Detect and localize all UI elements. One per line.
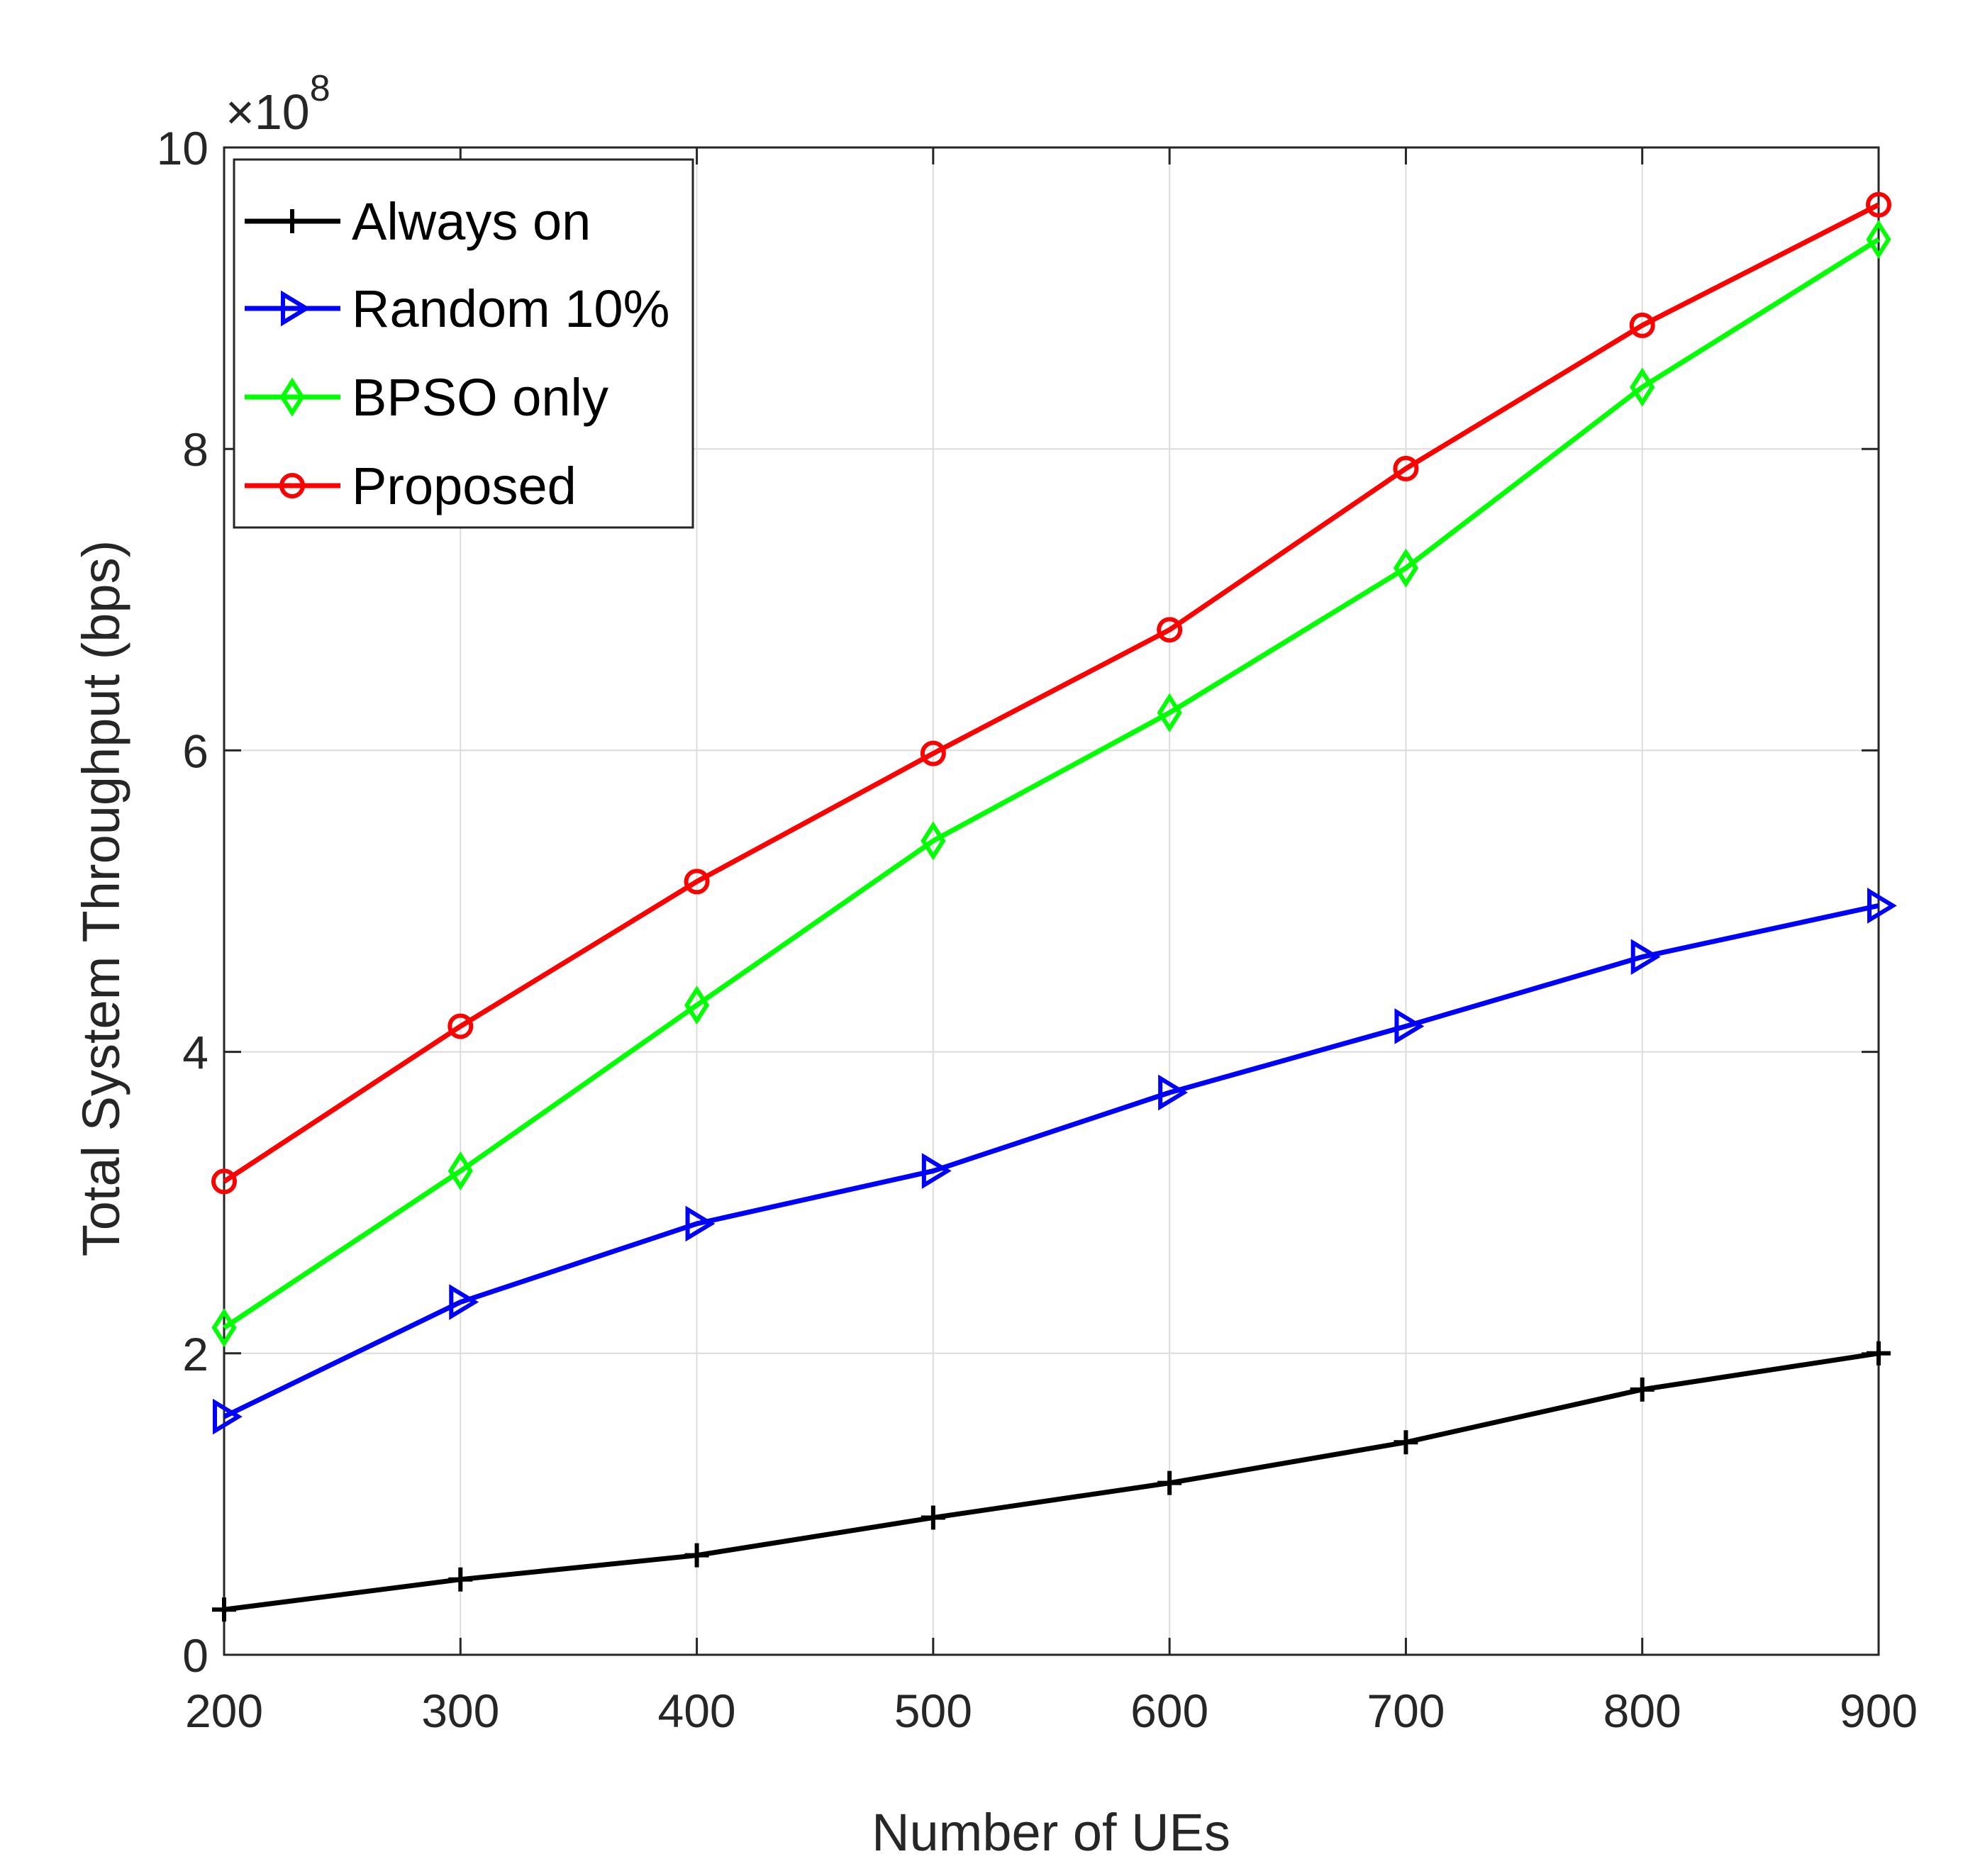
data-point-proposed bbox=[1393, 455, 1419, 481]
data-point-bpso-only bbox=[447, 1151, 473, 1191]
x-tick-label: 400 bbox=[658, 1685, 736, 1737]
series-bpso-only bbox=[211, 220, 1891, 1348]
data-point-random-10 bbox=[1867, 888, 1897, 924]
data-point-proposed bbox=[1157, 617, 1183, 643]
data-point-proposed bbox=[1866, 191, 1891, 218]
legend-items: Always on Random 10% BPSO only Proposed bbox=[245, 192, 669, 515]
plot-frame bbox=[223, 146, 1880, 1656]
data-point-always-on bbox=[684, 1543, 709, 1568]
data-point-bpso-only bbox=[1866, 220, 1891, 259]
x-tick-label: 700 bbox=[1367, 1685, 1445, 1737]
y-tick-label: 4 bbox=[182, 1027, 208, 1079]
data-point-random-10 bbox=[449, 1284, 479, 1320]
data-point-random-10 bbox=[213, 1398, 243, 1435]
data-point-bpso-only bbox=[1393, 548, 1418, 588]
data-point-proposed bbox=[447, 1013, 474, 1039]
x-tick-label: 300 bbox=[421, 1685, 499, 1737]
data-point-random-10 bbox=[1158, 1074, 1188, 1111]
y-multiplier-exponent: 8 bbox=[310, 68, 330, 109]
data-point-always-on bbox=[1630, 1377, 1655, 1402]
data-point-bpso-only bbox=[1630, 367, 1655, 407]
x-tick-label: 600 bbox=[1130, 1685, 1208, 1737]
series-random-10 bbox=[213, 888, 1897, 1435]
legend-marker-bpso-only bbox=[279, 377, 305, 417]
data-point-bpso-only bbox=[684, 986, 710, 1025]
y-axis-label: Total System Throughput (bps) bbox=[72, 540, 130, 1256]
x-axis-label: Number of UEs bbox=[872, 1803, 1230, 1862]
legend-label-proposed: Proposed bbox=[352, 457, 577, 515]
x-tick-label: 800 bbox=[1603, 1685, 1681, 1737]
data-point-random-10 bbox=[921, 1153, 952, 1189]
x-tick-label: 200 bbox=[185, 1685, 263, 1737]
y-tick-label: 0 bbox=[182, 1629, 208, 1682]
legend-entry-random-10: Random 10% bbox=[245, 279, 669, 338]
data-point-random-10 bbox=[1394, 1008, 1425, 1044]
legend-label-random-10: Random 10% bbox=[352, 279, 669, 338]
series-line-proposed bbox=[223, 202, 1880, 1184]
x-tick-label: 900 bbox=[1840, 1685, 1918, 1737]
series-always-on bbox=[212, 1341, 1891, 1622]
legend-entry-proposed: Proposed bbox=[245, 457, 577, 515]
data-point-bpso-only bbox=[211, 1308, 237, 1348]
data-point-proposed bbox=[684, 869, 710, 895]
legend-entry-always-on: Always on bbox=[245, 192, 591, 251]
series-line-bpso-only bbox=[223, 237, 1880, 1330]
data-point-bpso-only bbox=[1157, 693, 1182, 732]
legend-label-bpso-only: BPSO only bbox=[352, 368, 608, 427]
data-point-always-on bbox=[1157, 1470, 1182, 1495]
data-point-always-on bbox=[1867, 1341, 1891, 1366]
data-point-always-on bbox=[212, 1597, 236, 1622]
tick-labels: 200 300 400 500 600 700 800 900 0 2 4 6 8 10 bbox=[157, 122, 1918, 1737]
data-point-proposed bbox=[1629, 312, 1655, 338]
data-point-proposed bbox=[920, 740, 946, 766]
series-proposed bbox=[211, 191, 1891, 1195]
data-point-random-10 bbox=[685, 1205, 716, 1242]
y-tick-label: 10 bbox=[157, 122, 208, 174]
series-line-random-10 bbox=[223, 903, 1879, 1419]
y-tick-label: 8 bbox=[182, 423, 208, 476]
y-multiplier: ×108 bbox=[226, 68, 330, 140]
data-point-bpso-only bbox=[921, 821, 946, 861]
x-tick-label: 500 bbox=[894, 1685, 972, 1737]
data-point-proposed bbox=[211, 1168, 237, 1195]
y-tick-label: 2 bbox=[182, 1328, 208, 1380]
axes bbox=[223, 146, 1880, 1656]
data-point-always-on bbox=[448, 1567, 473, 1592]
y-tick-label: 6 bbox=[182, 725, 208, 777]
legend-marker-proposed bbox=[279, 473, 305, 498]
series-line-always-on bbox=[223, 1351, 1879, 1612]
data-point-always-on bbox=[1394, 1430, 1418, 1455]
legend-marker-always-on bbox=[280, 209, 304, 233]
legend: Always on Random 10% BPSO only Proposed bbox=[233, 158, 694, 529]
data-point-always-on bbox=[921, 1505, 945, 1530]
legend-marker-random-10 bbox=[281, 290, 311, 327]
y-multiplier-base: ×10 bbox=[226, 84, 310, 140]
legend-entry-bpso-only: BPSO only bbox=[245, 368, 608, 427]
legend-label-always-on: Always on bbox=[352, 192, 591, 251]
data-series bbox=[211, 191, 1897, 1622]
data-point-random-10 bbox=[1630, 939, 1661, 975]
